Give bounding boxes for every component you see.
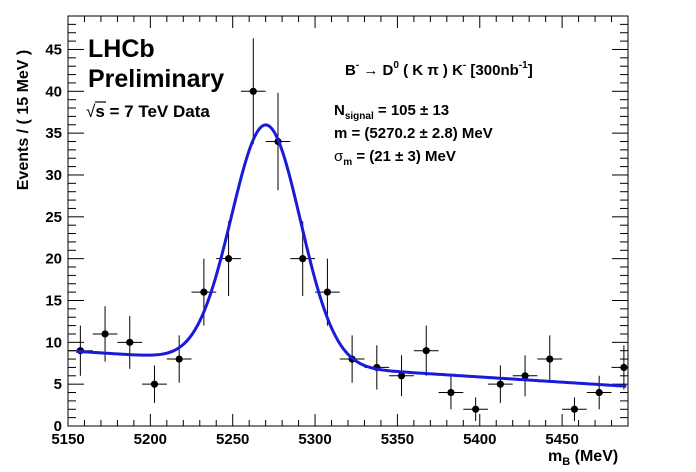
y-tick-label: 25 bbox=[45, 209, 62, 226]
data-points bbox=[68, 38, 628, 422]
nsignal-label: Nsignal = 105 ± 13 bbox=[334, 102, 449, 122]
y-tick-label: 20 bbox=[45, 251, 62, 268]
data-point bbox=[224, 255, 233, 263]
x-tick-label: 5450 bbox=[545, 431, 578, 448]
energy-label: √s = 7 TeV Data bbox=[86, 102, 210, 121]
y-tick-label: 35 bbox=[45, 125, 62, 142]
data-point bbox=[447, 388, 455, 397]
width-label: σm = (21 ± 3) MeV bbox=[334, 148, 456, 168]
data-point bbox=[299, 255, 307, 263]
data-point bbox=[521, 372, 529, 380]
data-point bbox=[323, 288, 332, 296]
x-tick-label: 5400 bbox=[463, 431, 496, 448]
data-point bbox=[126, 338, 134, 346]
data-point bbox=[101, 330, 109, 338]
y-tick-label: 30 bbox=[45, 167, 62, 184]
data-point bbox=[249, 87, 257, 95]
decay-label: B- → D0 ( K π ) K- [300nb-1] bbox=[345, 60, 533, 79]
y-axis-label: Events / ( 15 MeV ) bbox=[15, 50, 32, 191]
x-axis-label: mB (MeV) bbox=[548, 448, 618, 468]
y-tick-label: 45 bbox=[45, 41, 62, 58]
experiment-label: LHCb bbox=[88, 35, 155, 63]
tick-labels: 5150 5200 5250 5300 5350 5400 5450 0 5 10 15 20 25 30… bbox=[45, 41, 578, 448]
data-point bbox=[546, 355, 554, 363]
x-tick-label: 5300 bbox=[298, 431, 331, 448]
data-point bbox=[496, 380, 504, 388]
fit-curve bbox=[76, 123, 627, 388]
y-tick-label: 15 bbox=[45, 292, 62, 309]
mass-label: m = (5270.2 ± 2.8) MeV bbox=[334, 125, 493, 142]
axes bbox=[67, 15, 629, 427]
x-tick-label: 5150 bbox=[51, 431, 84, 448]
data-point bbox=[595, 388, 603, 397]
data-point bbox=[620, 363, 628, 372]
x-tick-label: 5250 bbox=[216, 431, 249, 448]
x-tick-label: 5200 bbox=[134, 431, 167, 448]
y-tick-label: 5 bbox=[54, 376, 62, 393]
data-point bbox=[150, 380, 159, 388]
y-tick-label: 10 bbox=[45, 334, 62, 351]
y-tick-label: 40 bbox=[45, 83, 62, 100]
status-label: Preliminary bbox=[88, 65, 224, 93]
x-tick-label: 5350 bbox=[381, 431, 414, 448]
data-point bbox=[200, 288, 208, 296]
data-point bbox=[422, 347, 430, 355]
data-point bbox=[570, 405, 579, 413]
data-point bbox=[397, 372, 406, 380]
data-point bbox=[175, 355, 183, 363]
data-point bbox=[472, 405, 480, 413]
y-tick-label: 0 bbox=[54, 418, 62, 435]
